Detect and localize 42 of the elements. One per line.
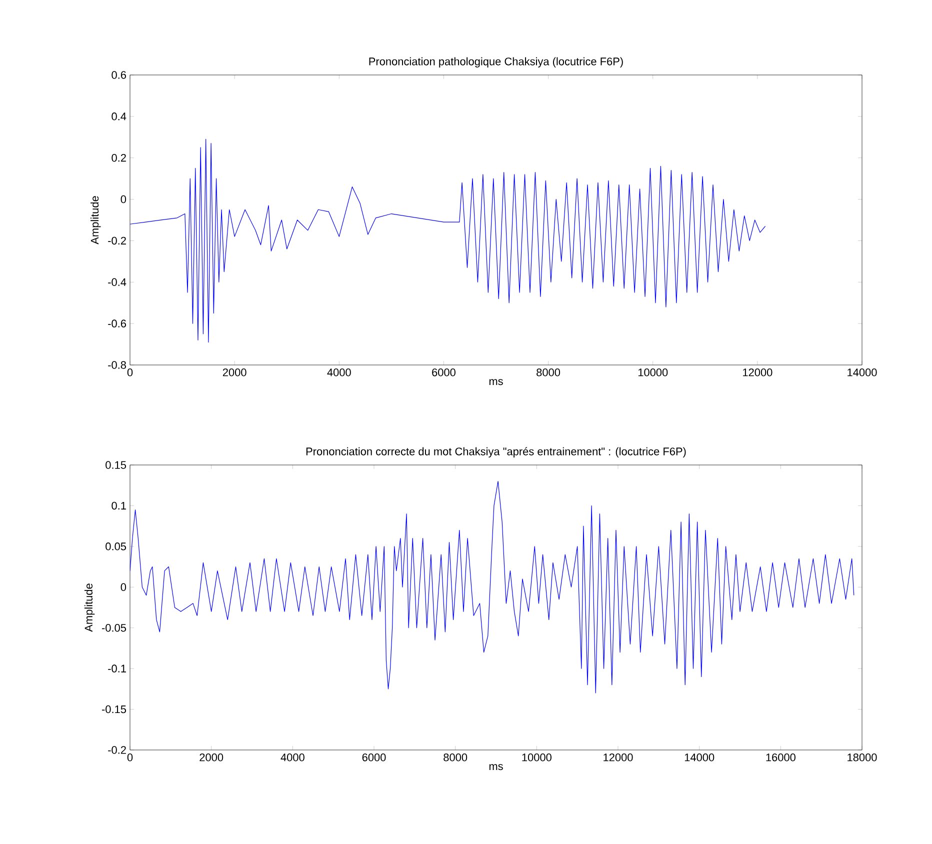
x-tick-label: 12000: [743, 368, 772, 376]
x-tick-label: 14000: [848, 368, 877, 376]
x-tick-label: 2000: [222, 368, 246, 376]
y-axis-title: Amplitude: [90, 196, 101, 244]
x-tick-label: 10000: [522, 754, 552, 762]
y-tick-label: 0.1: [112, 502, 126, 510]
y-tick-label: -0.6: [108, 320, 126, 328]
x-tick-label: 6000: [362, 754, 386, 762]
x-tick-label: 14000: [684, 754, 714, 762]
y-tick-label: 0.15: [106, 461, 126, 469]
y-tick-label: 0: [120, 195, 126, 204]
x-tick-label: 4000: [327, 368, 351, 376]
chart-title: Prononciation correcte du mot Chaksiya "aprés entrainement" : (locutrice F6P): [306, 447, 686, 458]
y-tick-label: -0.8: [108, 361, 126, 369]
y-tick-label: 0: [120, 583, 126, 592]
y-tick-label: -0.2: [108, 236, 126, 245]
x-tick-label: 10000: [638, 368, 668, 376]
x-tick-label: 18000: [848, 754, 877, 762]
x-tick-label: 6000: [432, 368, 456, 376]
x-axis-title: ms: [489, 764, 503, 770]
y-tick-label: -0.15: [102, 705, 126, 714]
y-tick-label: -0.05: [102, 624, 126, 632]
x-tick-label: 0: [127, 754, 133, 762]
y-tick-label: -0.2: [108, 746, 126, 754]
y-tick-label: 0.05: [106, 542, 126, 550]
y-tick-label: 0.2: [112, 154, 126, 162]
x-tick-label: 8000: [536, 368, 560, 376]
chart-title: Prononciation pathologique Chaksiya (locutrice F6P): [369, 57, 623, 68]
y-tick-label: -0.4: [108, 278, 126, 286]
x-tick-label: 8000: [444, 754, 468, 762]
y-tick-label: 0.6: [112, 71, 126, 79]
x-tick-label: 12000: [604, 754, 633, 762]
x-tick-label: 2000: [200, 754, 224, 762]
x-axis-title: ms: [489, 379, 503, 386]
y-tick-label: -0.1: [108, 664, 126, 672]
y-tick-label: 0.4: [112, 112, 126, 120]
line-series: [130, 138, 766, 342]
x-tick-label: 16000: [766, 754, 796, 762]
y-axis-title: Amplitude: [84, 584, 95, 632]
line-series: [130, 480, 854, 694]
x-tick-label: 0: [127, 368, 133, 376]
x-tick-label: 4000: [280, 754, 304, 762]
